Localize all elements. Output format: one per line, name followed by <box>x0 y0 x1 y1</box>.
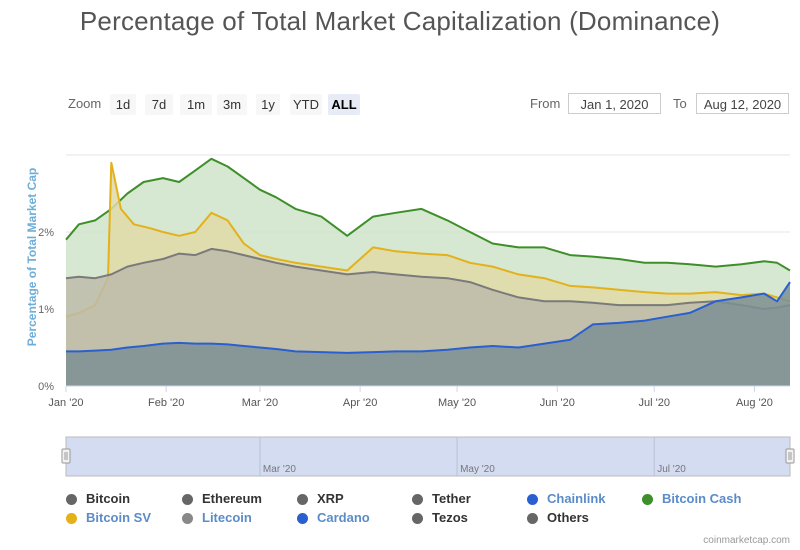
y-tick-label: 1% <box>38 304 54 316</box>
x-tick-label: Jul '20 <box>639 397 670 409</box>
x-tick-label: May '20 <box>438 397 476 409</box>
x-tick-label: Mar '20 <box>242 397 278 409</box>
navigator-handle-left[interactable] <box>62 449 70 463</box>
legend-marker-icon <box>297 494 308 505</box>
legend-label: Ethereum <box>202 491 262 506</box>
x-tick-label: Aug '20 <box>736 397 773 409</box>
legend-marker-icon <box>527 513 538 524</box>
legend-marker-icon <box>66 494 77 505</box>
y-tick-label: 0% <box>38 381 54 393</box>
legend-marker-icon <box>642 494 653 505</box>
navigator-tick-label: May '20 <box>460 464 495 475</box>
legend-marker-icon <box>412 494 423 505</box>
legend-marker-icon <box>527 494 538 505</box>
legend-marker-icon <box>66 513 77 524</box>
legend-marker-icon <box>182 513 193 524</box>
legend-label: Chainlink <box>547 491 606 506</box>
legend-label: XRP <box>317 491 344 506</box>
navigator-handle-right[interactable] <box>786 449 794 463</box>
legend-label: Bitcoin <box>86 491 130 506</box>
x-tick-label: Feb '20 <box>148 397 184 409</box>
legend-label: Litecoin <box>202 510 252 525</box>
legend-marker-icon <box>182 494 193 505</box>
legend-label: Bitcoin Cash <box>662 491 741 506</box>
credit-text[interactable]: coinmarketcap.com <box>703 535 790 546</box>
legend-label: Others <box>547 510 589 525</box>
x-tick-label: Jun '20 <box>540 397 575 409</box>
legend-marker-icon <box>412 513 423 524</box>
navigator-tick-label: Jul '20 <box>657 464 686 475</box>
legend-marker-icon <box>297 513 308 524</box>
x-tick-label: Apr '20 <box>343 397 378 409</box>
legend-label: Cardano <box>317 510 370 525</box>
legend-label: Tether <box>432 491 471 506</box>
x-tick-label: Jan '20 <box>48 397 83 409</box>
legend-label: Bitcoin SV <box>86 510 151 525</box>
legend-label: Tezos <box>432 510 468 525</box>
navigator-tick-label: Mar '20 <box>263 464 296 475</box>
y-tick-label: 2% <box>38 227 54 239</box>
